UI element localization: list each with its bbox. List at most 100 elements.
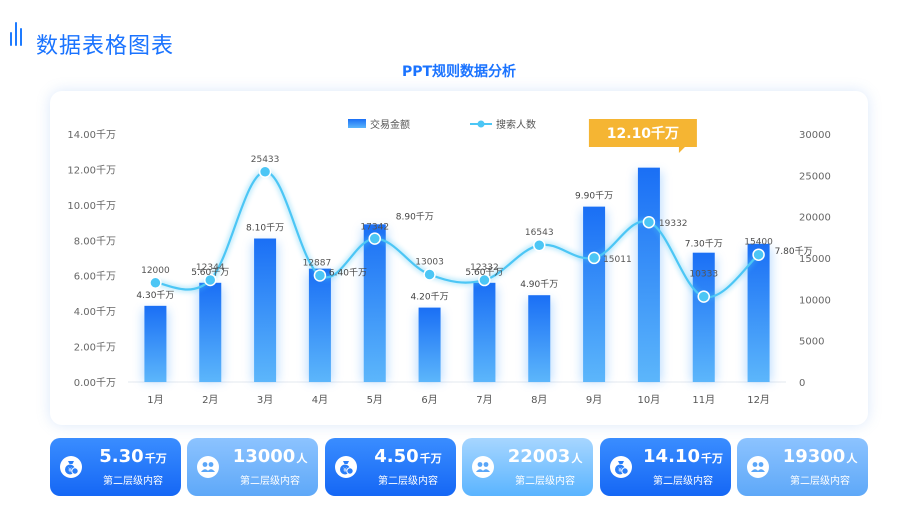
bar-value-label: 7.80千万: [775, 246, 813, 257]
line-series: [155, 170, 760, 299]
users-icon: [197, 456, 219, 478]
x-tick-label: 8月: [531, 394, 547, 406]
kpi-value: 22003人: [507, 446, 583, 467]
x-tick-label: 4月: [312, 394, 328, 406]
kpi-label: 第二层级内容: [515, 476, 575, 487]
line-point: [204, 273, 217, 287]
y-right-tick-label: 0: [799, 378, 805, 389]
line-value-label: 12344: [196, 263, 225, 273]
line-point: [149, 276, 162, 290]
line-value-label: 12000: [141, 266, 170, 276]
y-left-tick-label: 12.00千万: [67, 164, 116, 176]
x-tick-label: 12月: [747, 394, 770, 406]
bar-value-label: 6.40千万: [329, 268, 367, 279]
line-value-label: 16543: [525, 228, 554, 238]
kpi-value: 5.30千万: [99, 446, 167, 467]
x-tick-label: 3月: [257, 394, 273, 406]
x-tick-label: 9月: [586, 394, 602, 406]
kpi-label: 第二层级内容: [378, 476, 438, 487]
bar: [254, 238, 277, 382]
kpi-row: ¥ 5.30千万 第二层级内容 13000人 第二层级内容 ¥ 4.50千万 第…: [50, 438, 868, 496]
bar: [583, 206, 606, 382]
kpi-value: 19300人: [782, 446, 858, 467]
page-title: 数据表格图表: [36, 34, 175, 59]
y-right-tick-label: 30000: [799, 130, 831, 141]
bar: [308, 268, 331, 382]
line-value-label: 19332: [659, 219, 688, 229]
line-point: [258, 165, 272, 179]
y-right-tick-label: 10000: [799, 295, 831, 306]
x-tick-label: 7月: [476, 394, 492, 406]
chart-card: 0.00千万 2.00千万 4.00千万 6.00千万 8.00千万 10.00千万 12.…: [50, 91, 868, 425]
line-value-label: 25433: [251, 155, 280, 165]
y-left-tick-label: 14.00千万: [67, 129, 116, 141]
line-value-label: 17342: [360, 223, 389, 233]
line-value-label: 10333: [689, 270, 718, 280]
line-value-label: 15011: [603, 255, 632, 265]
combo-chart: 0.00千万 2.00千万 4.00千万 6.00千万 8.00千万 10.00千万 12.…: [67, 118, 831, 406]
svg-text:¥: ¥: [68, 467, 72, 474]
y-right-tick-label: 20000: [799, 213, 831, 224]
bar-value-label: 4.20千万: [411, 292, 449, 303]
bar: [363, 224, 386, 382]
line-point: [313, 269, 327, 282]
highlight-callout: [588, 119, 697, 153]
line-point: [697, 290, 710, 303]
line-point: [752, 248, 765, 261]
bar: [747, 243, 770, 382]
kpi-card: ¥ 4.50千万 第二层级内容: [325, 438, 456, 496]
x-tick-label: 6月: [421, 394, 437, 406]
bar-value-label: 7.30千万: [685, 239, 723, 250]
legend-line-marker: [477, 120, 485, 128]
y-left-tick-label: 6.00千万: [74, 271, 116, 283]
line-point: [478, 273, 491, 287]
kpi-label: 第二层级内容: [653, 476, 713, 487]
line-point: [587, 251, 601, 265]
bar: [692, 252, 715, 382]
kpi-value: 14.10千万: [643, 446, 723, 467]
y-left-tick-label: 4.00千万: [74, 306, 116, 318]
line-point: [368, 232, 381, 245]
kpi-card: 19300人 第二层级内容: [737, 438, 868, 496]
y-right-tick-label: 5000: [799, 337, 824, 348]
kpi-label: 第二层级内容: [240, 476, 300, 487]
money-bag-icon: ¥: [60, 456, 82, 478]
bar-value-label: 8.10千万: [246, 223, 284, 234]
kpi-label: 第二层级内容: [790, 476, 850, 487]
line-value-label: 12332: [470, 263, 499, 273]
y-left-tick-label: 8.00千万: [74, 235, 116, 247]
x-tick-label: 5月: [367, 394, 383, 406]
bar: [199, 282, 222, 382]
bar-value-label: 4.90千万: [520, 279, 558, 290]
legend-bar-label: 交易金额: [370, 118, 410, 131]
x-tick-label: 1月: [147, 394, 163, 406]
line-value-label: 13003: [415, 258, 444, 268]
bar-value-label: 8.90千万: [396, 211, 434, 222]
y-right-tick-label: 15000: [799, 254, 831, 265]
money-bag-icon: ¥: [335, 456, 357, 478]
bar-value-label: 5.60千万: [191, 267, 229, 278]
bar: [528, 295, 551, 382]
y-left-tick-label: 0.00千万: [74, 377, 116, 389]
x-tick-label: 11月: [692, 394, 715, 406]
money-bag-icon: ¥: [610, 456, 632, 478]
legend-bar-swatch: [348, 119, 366, 128]
highlight-callout-label: 12.10千万: [607, 125, 679, 142]
line-point: [423, 268, 436, 281]
kpi-value: 4.50千万: [374, 446, 442, 467]
kpi-card: ¥ 14.10千万 第二层级内容: [600, 438, 731, 496]
users-icon: [472, 456, 494, 478]
svg-text:¥: ¥: [618, 467, 622, 474]
line-value-label: 12887: [303, 258, 332, 268]
y-left-tick-label: 2.00千万: [74, 342, 116, 354]
kpi-card: ¥ 5.30千万 第二层级内容: [50, 438, 181, 496]
x-tick-label: 10月: [638, 394, 661, 406]
x-tick-label: 2月: [202, 394, 218, 406]
line-series-glow: [155, 168, 761, 300]
bar-value-label: 4.30千万: [136, 290, 174, 301]
y-right-tick-label: 25000: [799, 171, 831, 182]
bar: [637, 167, 660, 382]
line-point: [642, 215, 656, 229]
chart-title: PPT规则数据分析: [401, 64, 517, 80]
kpi-value: 13000人: [232, 446, 308, 467]
